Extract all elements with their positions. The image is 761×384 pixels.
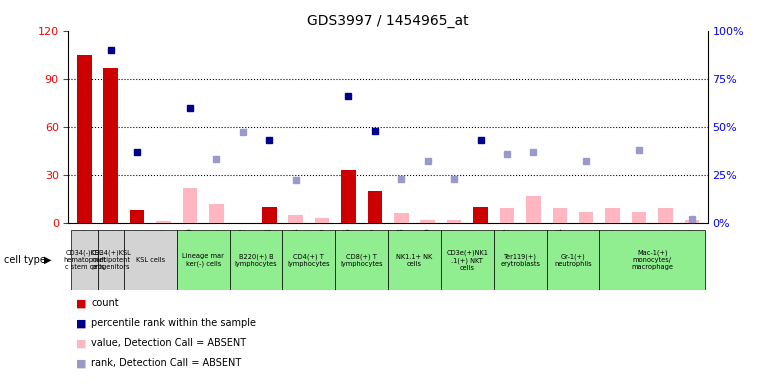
Text: CD34(-)KSL
hematopoiet
c stem cells: CD34(-)KSL hematopoiet c stem cells bbox=[63, 250, 106, 270]
Bar bbox=[632, 212, 646, 223]
Bar bbox=[552, 208, 567, 223]
Text: ■: ■ bbox=[76, 298, 87, 308]
Bar bbox=[421, 220, 435, 223]
Text: CD3e(+)NK1
.1(+) NKT
cells: CD3e(+)NK1 .1(+) NKT cells bbox=[447, 250, 489, 271]
Bar bbox=[526, 195, 540, 223]
Bar bbox=[368, 191, 382, 223]
Bar bbox=[77, 55, 91, 223]
Text: ■: ■ bbox=[76, 358, 87, 368]
Text: Mac-1(+)
monocytes/
macrophage: Mac-1(+) monocytes/ macrophage bbox=[632, 250, 673, 270]
Text: B220(+) B
lymphocytes: B220(+) B lymphocytes bbox=[234, 253, 277, 267]
Text: value, Detection Call = ABSENT: value, Detection Call = ABSENT bbox=[91, 338, 247, 348]
Bar bbox=[130, 210, 145, 223]
Bar bbox=[156, 221, 171, 223]
Bar bbox=[447, 220, 461, 223]
Text: count: count bbox=[91, 298, 119, 308]
Bar bbox=[103, 68, 118, 223]
Bar bbox=[183, 187, 197, 223]
Text: percentile rank within the sample: percentile rank within the sample bbox=[91, 318, 256, 328]
Title: GDS3997 / 1454965_at: GDS3997 / 1454965_at bbox=[307, 14, 469, 28]
Bar bbox=[388, 230, 441, 290]
Text: ■: ■ bbox=[76, 318, 87, 328]
Bar bbox=[658, 208, 673, 223]
Bar bbox=[600, 230, 705, 290]
Bar bbox=[230, 230, 282, 290]
Bar bbox=[315, 218, 330, 223]
Text: ■: ■ bbox=[76, 338, 87, 348]
Bar bbox=[546, 230, 600, 290]
Bar bbox=[494, 230, 546, 290]
Text: CD8(+) T
lymphocytes: CD8(+) T lymphocytes bbox=[340, 253, 383, 267]
Text: ▶: ▶ bbox=[44, 255, 52, 265]
Text: NK1.1+ NK
cells: NK1.1+ NK cells bbox=[396, 254, 433, 266]
Bar bbox=[262, 207, 276, 223]
Text: cell type: cell type bbox=[4, 255, 46, 265]
Bar bbox=[209, 204, 224, 223]
Bar bbox=[177, 230, 230, 290]
Text: Gr-1(+)
neutrophils: Gr-1(+) neutrophils bbox=[554, 253, 592, 267]
Bar bbox=[394, 213, 409, 223]
Bar bbox=[685, 220, 699, 223]
Bar bbox=[282, 230, 336, 290]
Bar bbox=[500, 208, 514, 223]
Bar bbox=[341, 170, 355, 223]
Bar bbox=[71, 230, 97, 290]
Bar bbox=[579, 212, 594, 223]
Bar bbox=[473, 207, 488, 223]
Bar bbox=[288, 215, 303, 223]
Bar bbox=[336, 230, 388, 290]
Text: Ter119(+)
erytroblasts: Ter119(+) erytroblasts bbox=[500, 253, 540, 267]
Bar bbox=[124, 230, 177, 290]
Bar bbox=[97, 230, 124, 290]
Text: KSL cells: KSL cells bbox=[135, 257, 165, 263]
Text: rank, Detection Call = ABSENT: rank, Detection Call = ABSENT bbox=[91, 358, 241, 368]
Text: Lineage mar
ker(-) cells: Lineage mar ker(-) cells bbox=[183, 253, 224, 267]
Text: CD34(+)KSL
multipotent
progenitors: CD34(+)KSL multipotent progenitors bbox=[91, 250, 131, 270]
Bar bbox=[441, 230, 494, 290]
Bar bbox=[605, 208, 620, 223]
Text: CD4(+) T
lymphocytes: CD4(+) T lymphocytes bbox=[288, 253, 330, 267]
